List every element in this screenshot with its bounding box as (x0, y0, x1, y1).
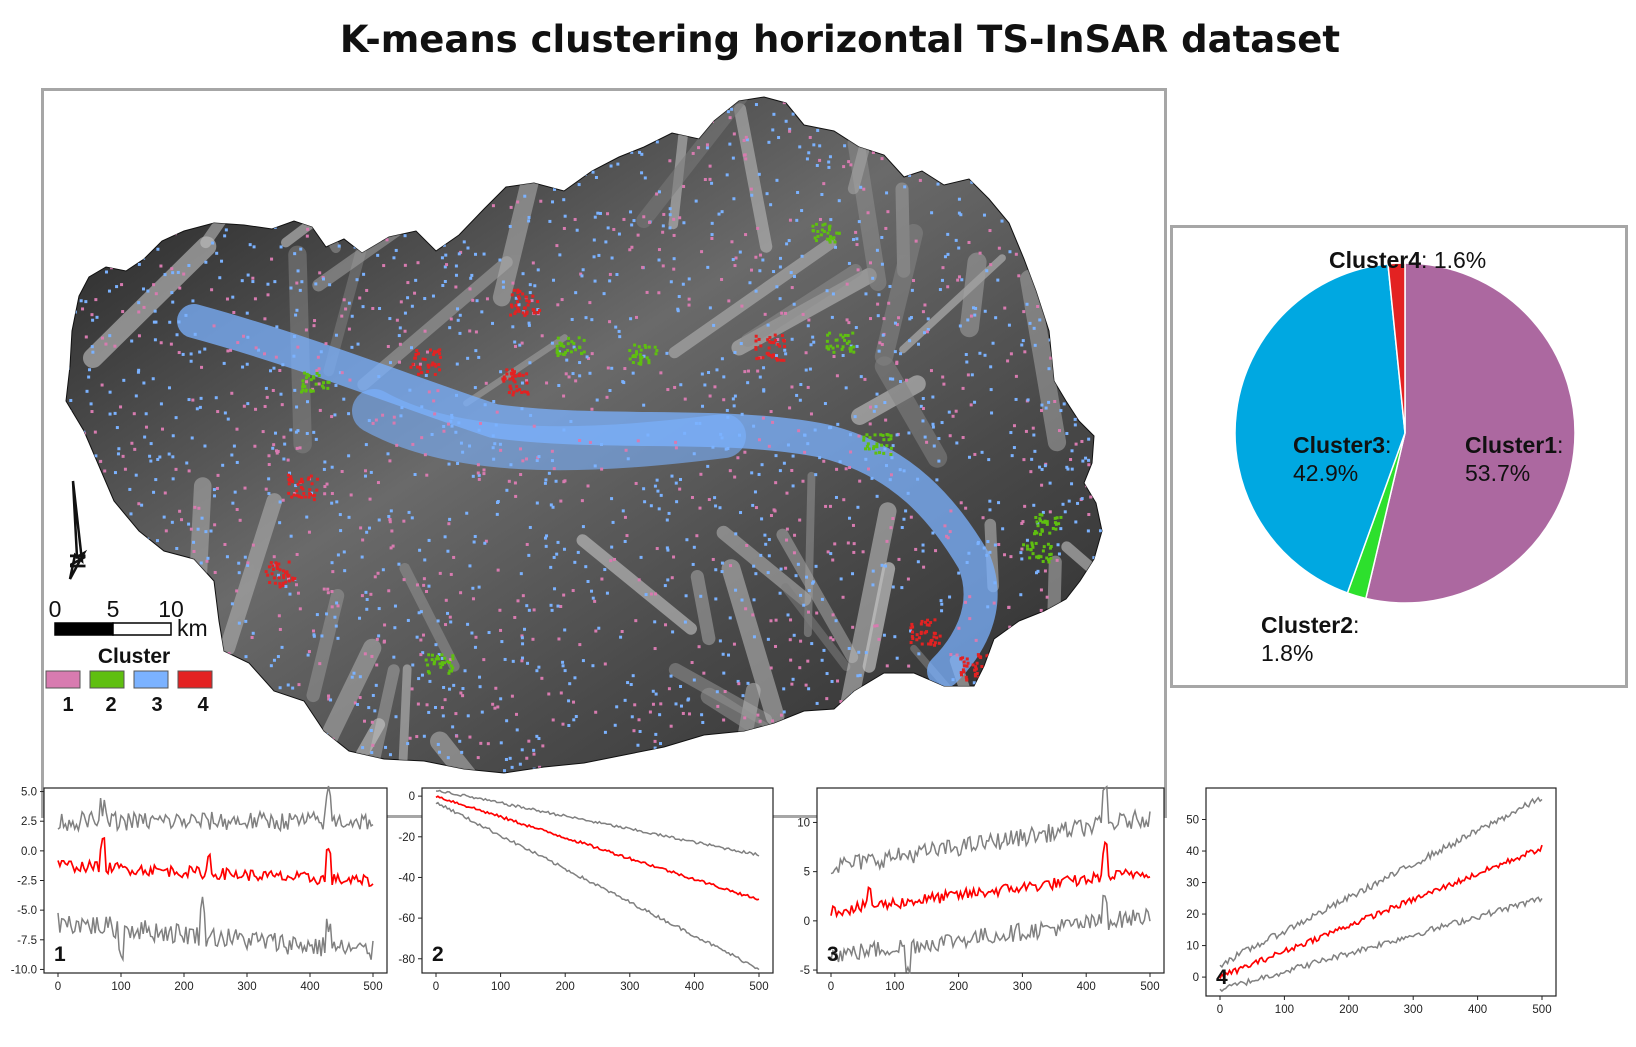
ts-1-xtick: 200 (174, 981, 193, 993)
ts-3-lower-line (830, 894, 1151, 974)
ts-2-xtick: 300 (620, 981, 639, 993)
ts-3-xtick: 300 (1013, 981, 1032, 993)
ts-3-ytick: 5 (804, 867, 810, 879)
legend-swatch-2 (89, 670, 125, 689)
figure-title: K-means clustering horizontal TS-InSAR d… (339, 18, 1341, 61)
pie-label-cluster1: Cluster1: (1465, 432, 1563, 458)
ts-2-ytick: -40 (398, 872, 415, 884)
north-letter: N (65, 553, 90, 569)
ts-1-ytick: -10.0 (11, 964, 37, 976)
ts-2-ytick: -80 (398, 954, 415, 966)
ts-panel-label-1: 1 (54, 943, 66, 966)
cluster-map: N 0 5 10 km Cluster 1 2 3 4 (45, 96, 1103, 774)
ts-4-ytick: 0 (1193, 972, 1199, 984)
scale-bar: 0 5 10 km (49, 596, 208, 641)
pie-label-cluster2: Cluster2: (1261, 612, 1359, 638)
ts-1-xtick: 400 (300, 981, 319, 993)
scale-segment-white (112, 622, 172, 636)
ts-2-ytick: -20 (398, 832, 415, 844)
legend-title: Cluster (98, 645, 170, 668)
ts-4-ytick: 20 (1186, 909, 1199, 921)
legend-label-2: 2 (105, 694, 116, 716)
ts-4-ytick: 50 (1186, 815, 1199, 827)
ts-4-xtick: 400 (1468, 1004, 1487, 1016)
legend-label-4: 4 (197, 694, 209, 716)
ts-1-ytick: 5.0 (21, 787, 37, 799)
scale-tick-0: 0 (49, 596, 62, 622)
scale-segment-black (54, 622, 114, 636)
ts-1-xtick: 300 (237, 981, 256, 993)
legend-swatch-1 (45, 670, 81, 689)
legend-swatch-4 (177, 670, 213, 689)
pie-value-cluster2: 1.8% (1261, 640, 1313, 666)
ts-4-lower-line (1219, 896, 1543, 993)
ts-panel-label-4: 4 (1216, 966, 1228, 989)
ts-4-mean-line (1219, 844, 1543, 980)
ts-4-xtick: 200 (1339, 1004, 1358, 1016)
legend-swatch-3 (133, 670, 169, 689)
ts-1-ytick: -5.0 (17, 905, 37, 917)
ts-4-ytick: 40 (1186, 846, 1199, 858)
pie-label-cluster4: Cluster4: 1.6% (1329, 247, 1486, 273)
ts-4-ytick: 10 (1186, 941, 1199, 953)
ts-3-xtick: 200 (949, 981, 968, 993)
ts-panel-label-2: 2 (432, 943, 444, 966)
ts-3-xtick: 0 (828, 981, 834, 993)
ts-1-ytick: 2.5 (21, 816, 37, 828)
ts-1-ytick: -2.5 (17, 876, 37, 888)
ts-2-xtick: 200 (556, 981, 575, 993)
ts-2-ytick: -60 (398, 913, 415, 925)
ts-1-ytick: 0.0 (21, 846, 37, 858)
pie-label-cluster3: Cluster3: (1293, 432, 1391, 458)
ts-4-xtick: 500 (1532, 1004, 1551, 1016)
ts-1-lower-line (57, 896, 374, 963)
ts-1-xtick: 0 (55, 981, 61, 993)
pie-value-cluster3: 42.9% (1293, 460, 1358, 486)
map-legend: Cluster 1 2 3 4 (45, 645, 213, 716)
ts-panel-4: 0 100 200 300 400 500 0 10 20 30 40 50 4 (1186, 787, 1557, 1016)
north-arrow-icon (68, 480, 88, 580)
ts-2-lower-line (435, 801, 760, 971)
ts-1-xtick: 500 (363, 981, 382, 993)
ts-4-ytick: 30 (1186, 878, 1199, 890)
map-panel: N 0 5 10 km Cluster 1 2 3 4 (41, 88, 1167, 818)
ts-3-ytick: 10 (797, 817, 810, 829)
ts-3-xtick: 400 (1077, 981, 1096, 993)
ts-3-xtick: 100 (885, 981, 904, 993)
ts-4-xtick: 300 (1404, 1004, 1423, 1016)
pie-slice-cluster3 (1234, 263, 1406, 594)
scale-unit: km (177, 615, 208, 641)
ts-3-ytick: 0 (804, 916, 810, 928)
legend-label-1: 1 (62, 694, 73, 716)
pie-slice-cluster1 (1364, 262, 1576, 604)
pie-slice-cluster4 (1387, 262, 1406, 434)
pie-value-cluster1: 53.7% (1465, 460, 1530, 486)
ts-1-xtick: 100 (111, 981, 130, 993)
ts-1-mean-line (57, 836, 374, 888)
ts-4-xtick: 0 (1217, 1004, 1223, 1016)
ts-2-xtick: 500 (749, 981, 768, 993)
scale-tick-5: 5 (107, 596, 120, 622)
ts-4-xtick: 100 (1275, 1004, 1294, 1016)
pie-slices (1234, 262, 1576, 604)
ts-4-upper-line (1219, 796, 1543, 969)
ts-3-mean-line (830, 840, 1151, 919)
ts-3-xtick: 500 (1140, 981, 1159, 993)
pie-panel: Cluster4: 1.6% Cluster1: 53.7% Cluster3:… (1170, 225, 1628, 688)
ts-2-xtick: 0 (433, 981, 439, 993)
cluster-pie-chart: Cluster4: 1.6% Cluster1: 53.7% Cluster3:… (1234, 247, 1576, 666)
legend-label-3: 3 (151, 694, 162, 716)
scale-tick-10: 10 (158, 596, 184, 622)
ts-1-ytick: -7.5 (17, 935, 37, 947)
north-arrow: N (65, 480, 90, 580)
ts-panel-label-3: 3 (827, 943, 839, 966)
ts-2-xtick: 100 (491, 981, 510, 993)
ts-3-ytick: -5 (800, 965, 810, 977)
ts-2-xtick: 400 (685, 981, 704, 993)
